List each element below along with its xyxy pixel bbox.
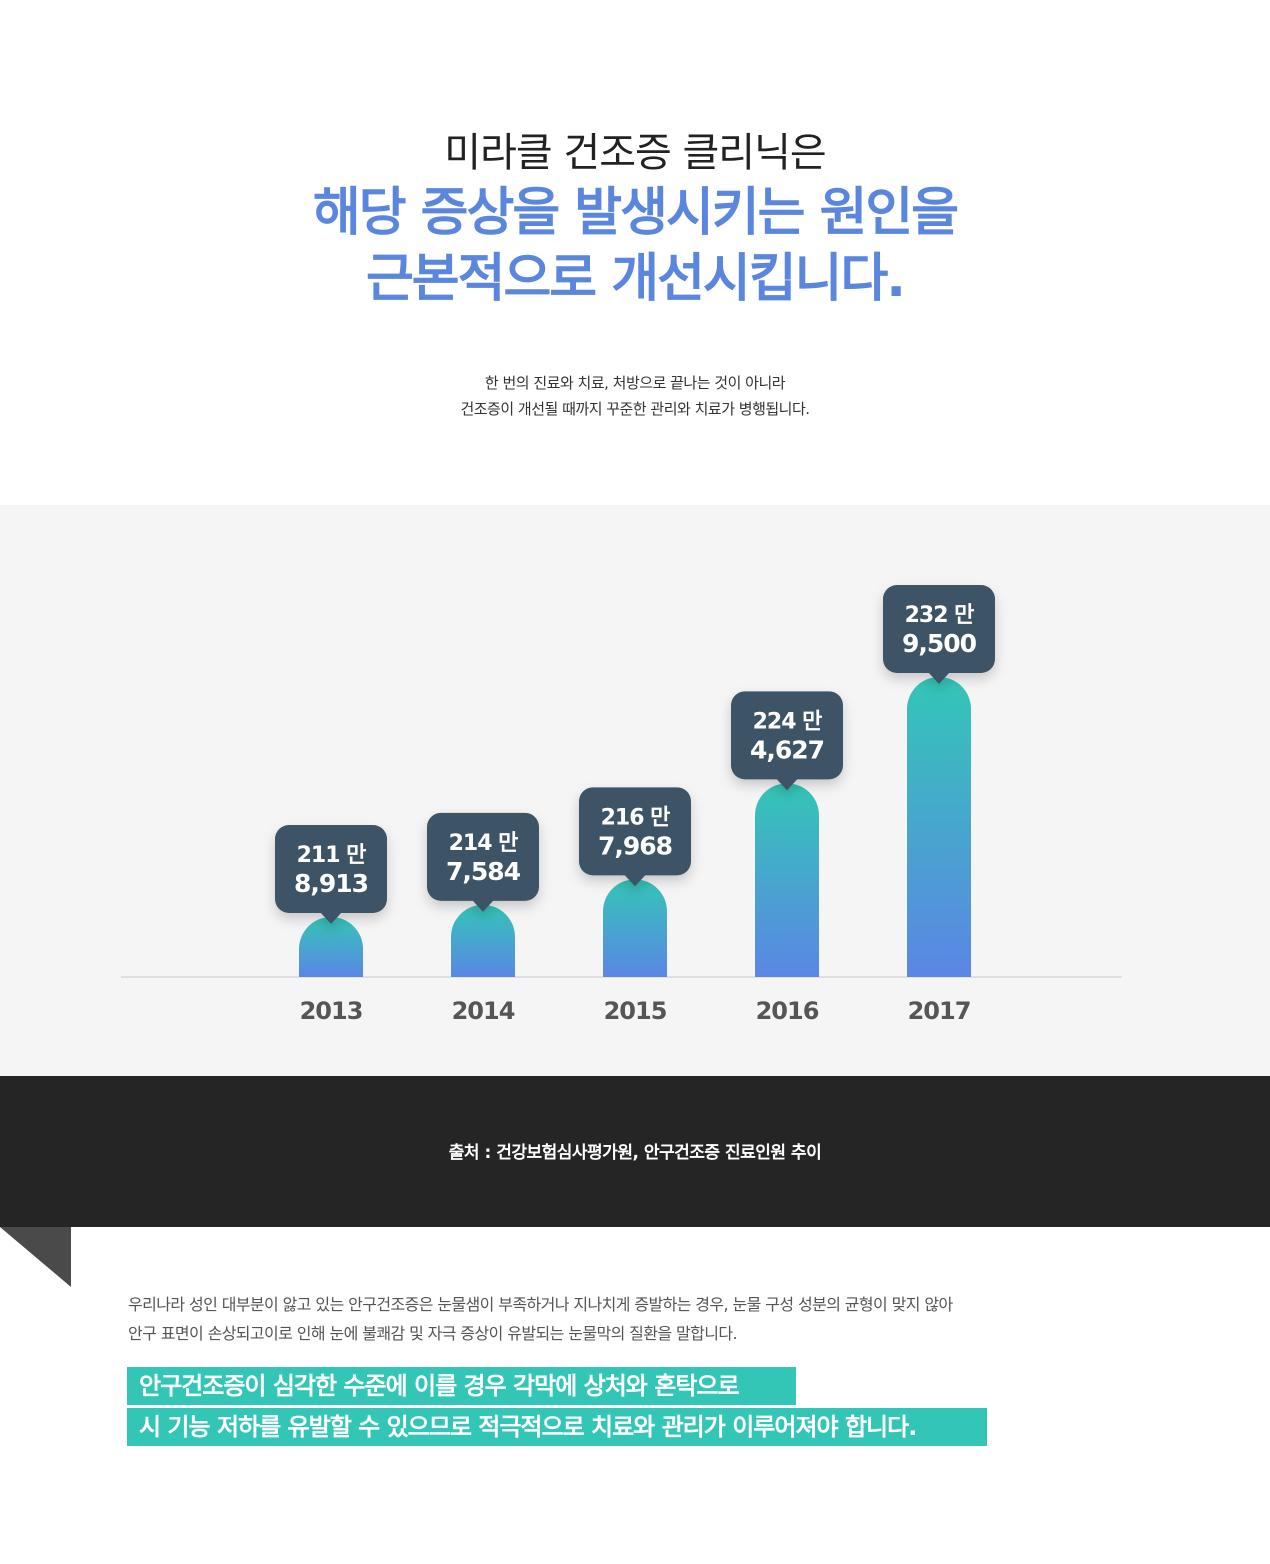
highlight-line-1: 안구건조증이 심각한 수준에 이를 경우 각막에 상처와 혼탁으로: [127, 1367, 796, 1405]
description: 한 번의 진료와 치료, 처방으로 끝나는 것이 아니라 건조증이 개선될 때까…: [0, 370, 1270, 422]
label-bubble-box: [883, 585, 995, 673]
x-tick-label-2017: 2017: [908, 997, 971, 1025]
description-line-1: 한 번의 진료와 치료, 처방으로 끝나는 것이 아니라: [484, 374, 786, 392]
label-bubble-box: [275, 825, 387, 913]
label-bubble-pointer: [776, 778, 798, 791]
label-bubble-pointer: [624, 874, 646, 887]
data-label-line-2: 8,913: [294, 869, 368, 898]
bar-2013: [299, 917, 363, 977]
body-paragraph-line-1: 우리나라 성인 대부분이 앓고 있는 안구건조증은 눈물샘이 부족하거나 지나치…: [128, 1295, 953, 1314]
chart-section: 211 만 8,913 2013 214 만 7,584 2014 216 만 7,968 20…: [0, 505, 1270, 1076]
bar-2017: [907, 677, 971, 977]
data-label-bubble-2015: [579, 787, 691, 887]
label-bubble-box: [731, 691, 843, 780]
data-label-line-2: 9,500: [902, 629, 977, 658]
x-tick-label-2016: 2016: [756, 997, 819, 1025]
data-label-line-1: 216 만: [601, 805, 671, 830]
main-heading-line-1: 해당 증상을 발생시키는 원인을: [312, 183, 959, 243]
bar-2015: [603, 879, 667, 977]
x-tick-label-2013: 2013: [300, 997, 363, 1025]
label-bubble-pointer: [928, 672, 950, 684]
data-label-line-1: 232 만: [905, 603, 975, 628]
label-bubble-pointer: [472, 899, 494, 912]
source-band: 출처 : 건강보험심사평가원, 안구건조증 진료인원 추이: [0, 1076, 1270, 1227]
label-bubble-box: [579, 787, 691, 876]
data-label-bubble-2016: [731, 691, 843, 791]
hero-section: 미라클 건조증 클리닉은 해당 증상을 발생시키는 원인을 근본적으로 개선시킵…: [0, 0, 1270, 505]
data-label-line-2: 7,584: [446, 857, 521, 886]
sub-heading: 미라클 건조증 클리닉은: [444, 130, 826, 176]
data-label-line-2: 4,627: [750, 735, 824, 764]
data-label-line-1: 214 만: [449, 831, 519, 856]
bar-chart: 211 만8,913 2013 214 만7,584 2014 216 만7,968 20…: [121, 585, 1122, 1025]
highlight-line-2: 시 기능 저하를 유발할 수 있으므로 적극적으로 치료와 관리가 이루어져야 …: [127, 1408, 987, 1446]
body-paragraph: 우리나라 성인 대부분이 앓고 있는 안구건조증은 눈물샘이 부족하거나 지나치…: [128, 1290, 1128, 1348]
bar-2014: [451, 904, 515, 977]
data-label-bubble-2013: [275, 825, 387, 924]
x-tick-label-2014: 2014: [452, 997, 515, 1025]
data-label-line-1: 211 만: [297, 843, 367, 868]
data-label-bubble-2017: [883, 585, 995, 684]
source-text: 출처 : 건강보험심사평가원, 안구건조증 진료인원 추이: [448, 1143, 822, 1163]
data-label-line-2: 7,968: [598, 831, 672, 860]
main-heading-line-2: 근본적으로 개선시킵니다.: [365, 249, 906, 309]
label-bubble-box: [427, 812, 539, 901]
data-label-line-1: 224 만: [753, 709, 823, 734]
main-heading: 해당 증상을 발생시키는 원인을 근본적으로 개선시킵니다.: [0, 180, 1270, 312]
fold-corner-decoration: [0, 1227, 71, 1287]
description-line-2: 건조증이 개선될 때까지 꾸준한 관리와 치료가 병행됩니다.: [460, 400, 810, 418]
body-paragraph-line-2: 안구 표면이 손상되고이로 인해 눈에 불쾌감 및 자극 증상이 유발되는 눈물…: [128, 1324, 738, 1343]
label-bubble-pointer: [320, 912, 342, 924]
x-tick-label-2015: 2015: [604, 997, 667, 1025]
bar-2016: [755, 783, 819, 977]
data-label-bubble-2014: [427, 812, 539, 912]
